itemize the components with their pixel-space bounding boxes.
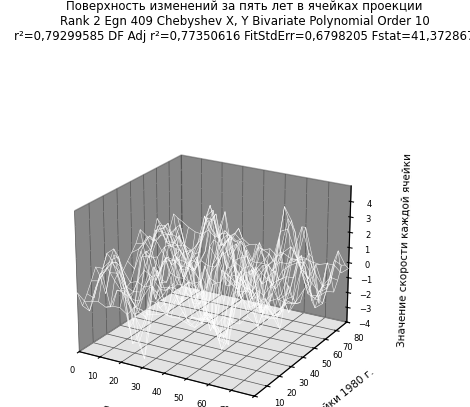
Y-axis label: Ячейки 1980 г.: Ячейки 1980 г. (306, 367, 376, 407)
X-axis label: Ячейки 1985 г.: Ячейки 1985 г. (100, 406, 182, 407)
Text: Поверхность изменений за пять лет в ячейках проекции
Rank 2 Egn 409 Chebyshev X,: Поверхность изменений за пять лет в ячей… (14, 0, 470, 43)
